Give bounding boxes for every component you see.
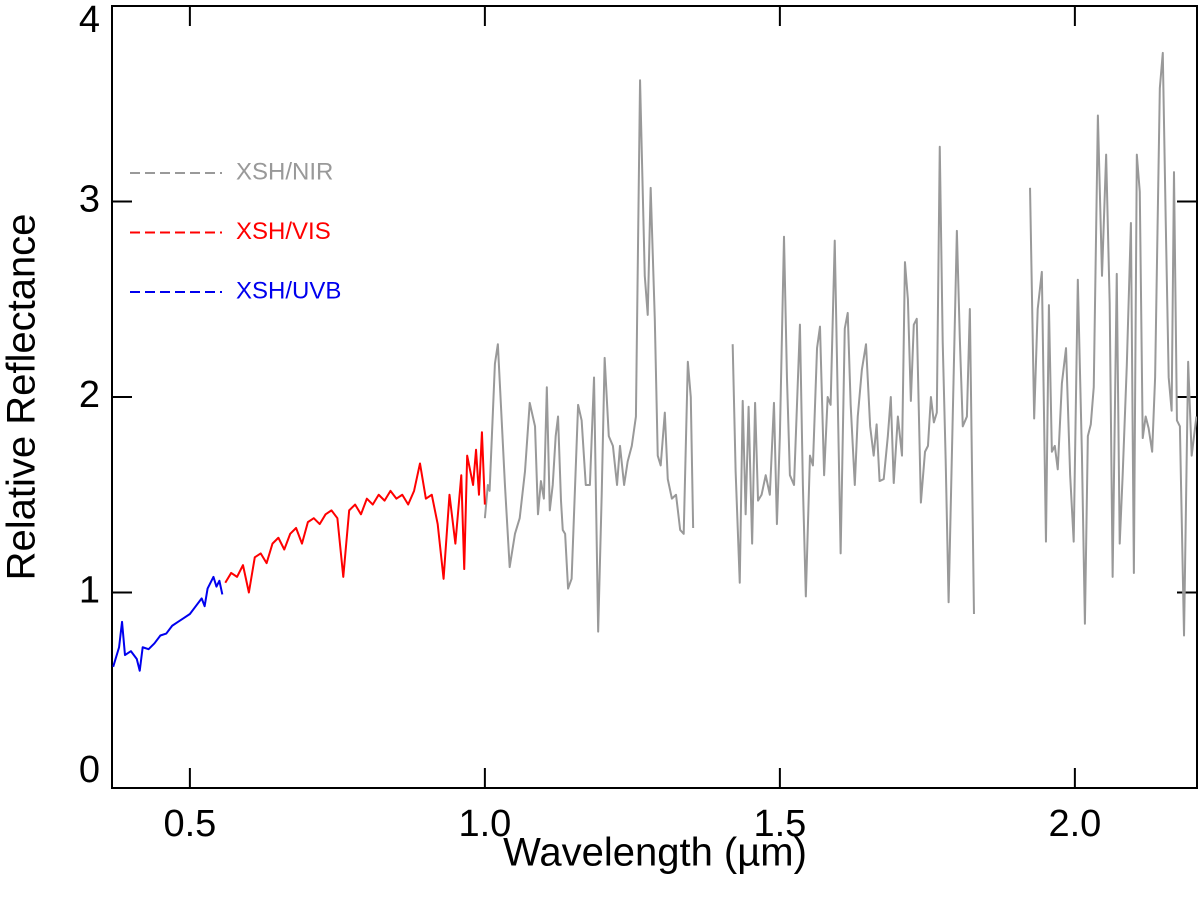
y-tick-label: 1 [79,570,100,612]
y-tick-label: 0 [79,749,100,791]
series-line [483,51,1197,637]
series-line [112,575,224,672]
y-axis-label: Relative Reflectance [0,214,44,581]
x-axis-label: Wavelength (µm) [503,831,807,875]
plot-area [112,51,1197,672]
series-line [224,431,486,594]
legend-label: XSH/UVB [236,277,341,304]
x-tick-label: 1.0 [458,803,511,845]
legend-label: XSH/NIR [236,158,333,185]
y-tick-label: 2 [79,374,100,416]
x-tick-label: 1.5 [753,803,806,845]
y-tick-label: 3 [79,179,100,221]
x-tick-label: 2.0 [1048,803,1101,845]
y-tick-label: 4 [79,0,100,41]
x-tick-label: 0.5 [163,803,216,845]
legend-label: XSH/VIS [236,218,331,245]
